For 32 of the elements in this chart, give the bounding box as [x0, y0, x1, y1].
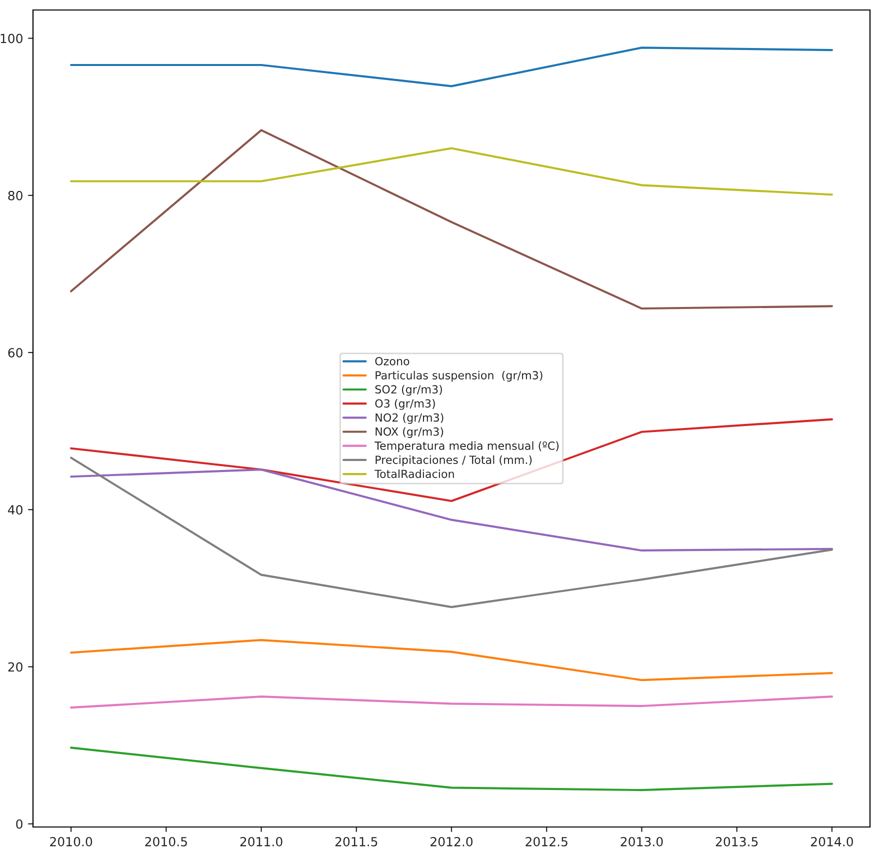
x-tick-label: 2013.5 — [716, 836, 758, 846]
legend-label: NOX (gr/m3) — [376, 427, 444, 438]
line-series — [70, 46, 833, 88]
line-series — [70, 456, 833, 608]
line-series — [70, 468, 833, 552]
x-tick-label: 2010.0 — [50, 836, 92, 846]
y-tick-label: 100 — [0, 34, 22, 44]
y-tick-label: 60 — [8, 348, 22, 358]
legend-label: SO2 (gr/m3) — [375, 384, 442, 396]
legend-label: Particulas suspension (gr/m3) — [376, 370, 542, 382]
x-tick-label: 2012.0 — [430, 836, 473, 846]
line-series — [70, 147, 833, 196]
legend-label: TotalRadiacion — [374, 469, 454, 478]
x-tick-label: 2011.5 — [335, 836, 378, 846]
x-tick-label: 2010.5 — [145, 836, 187, 846]
line-series — [70, 696, 833, 709]
line-series — [70, 129, 833, 310]
y-tick-label: 40 — [8, 505, 22, 515]
x-tick-label: 2012.5 — [526, 836, 568, 846]
x-tick-label: 2014.0 — [811, 836, 853, 846]
x-tick-label: 2011.0 — [240, 836, 282, 846]
y-tick-label: 20 — [8, 662, 22, 672]
x-tick-label: 2013.0 — [620, 836, 663, 846]
line-series — [70, 638, 833, 682]
legend-label: O3 (gr/m3) — [375, 399, 435, 410]
line-series — [70, 746, 833, 792]
legend-label: Precipitaciones / Total (mm.) — [376, 455, 532, 466]
legend-label: NO2 (gr/m3) — [376, 413, 444, 424]
legend-label: Ozono — [375, 356, 410, 366]
legend-label: Temperatura media mensual (ºC) — [374, 441, 559, 452]
y-tick-label: 80 — [8, 190, 22, 200]
y-tick-label: 0 — [16, 819, 22, 829]
